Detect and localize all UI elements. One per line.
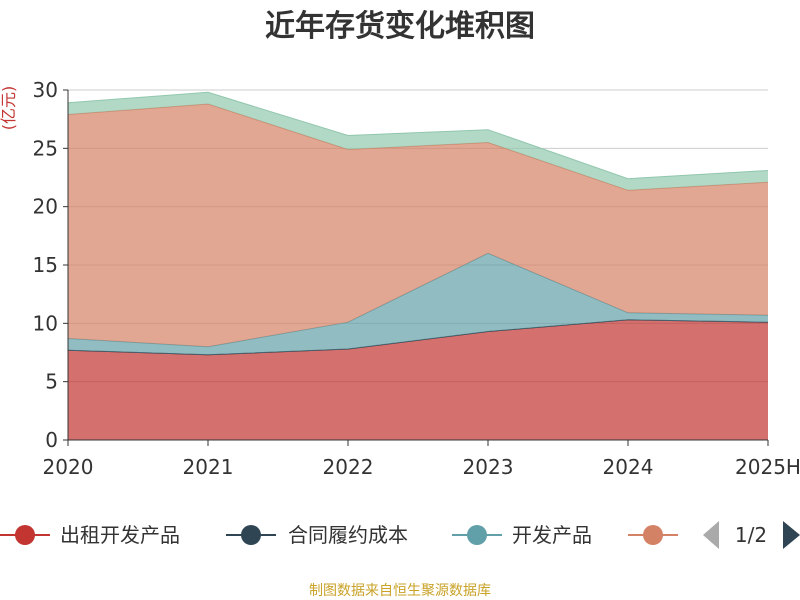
x-tick-label: 2022	[323, 455, 374, 479]
area-series-line-4	[67, 91, 769, 180]
y-tick-label: 10	[33, 311, 58, 335]
legend-label: 合同履约成本	[288, 523, 408, 547]
legend-item[interactable]	[628, 525, 678, 545]
legend-item[interactable]: 合同履约成本	[226, 523, 408, 547]
legend-circle-icon	[15, 525, 35, 545]
y-axis-unit-label: (亿元)	[0, 86, 18, 131]
x-tick-label: 2020	[43, 455, 94, 479]
x-tick-label: 2021	[183, 455, 234, 479]
triangle-left-icon[interactable]	[703, 521, 719, 549]
area-series-4	[68, 92, 768, 191]
legend-pager: 1/2	[703, 521, 800, 549]
y-tick-label: 5	[45, 370, 58, 394]
x-tick-label: 2025H	[735, 455, 800, 479]
data-source-footer: 制图数据来自恒生聚源数据库	[309, 583, 491, 599]
legend-item[interactable]: 出租开发产品	[0, 523, 180, 547]
y-tick-label: 30	[33, 78, 58, 102]
legend-item[interactable]: 开发产品	[452, 523, 592, 547]
area-layer	[67, 91, 769, 440]
chart-title: 近年存货变化堆积图	[265, 9, 535, 44]
triangle-right-icon[interactable]	[783, 521, 800, 549]
legend-label: 开发产品	[512, 523, 592, 547]
legend-page-indicator: 1/2	[735, 523, 767, 547]
area-series-2	[68, 253, 768, 355]
legend-circle-icon	[241, 525, 261, 545]
legend: 出租开发产品 合同履约成本 开发产品	[0, 523, 678, 547]
y-tick-label: 0	[45, 428, 58, 452]
y-tick-label: 20	[33, 195, 58, 219]
legend-circle-icon	[467, 525, 487, 545]
x-tick-label: 2023	[463, 455, 514, 479]
y-tick-label: 15	[33, 253, 58, 277]
area-series-3	[68, 104, 768, 347]
y-tick-label: 25	[33, 136, 58, 160]
legend-circle-icon	[643, 525, 663, 545]
legend-label: 出租开发产品	[60, 523, 180, 547]
axis-layer: 0 5 10 15 20 25 30 2020 2021 2022 2023 2024 2025H	[33, 78, 800, 479]
x-tick-label: 2024	[603, 455, 654, 479]
area-series-0	[68, 319, 768, 440]
